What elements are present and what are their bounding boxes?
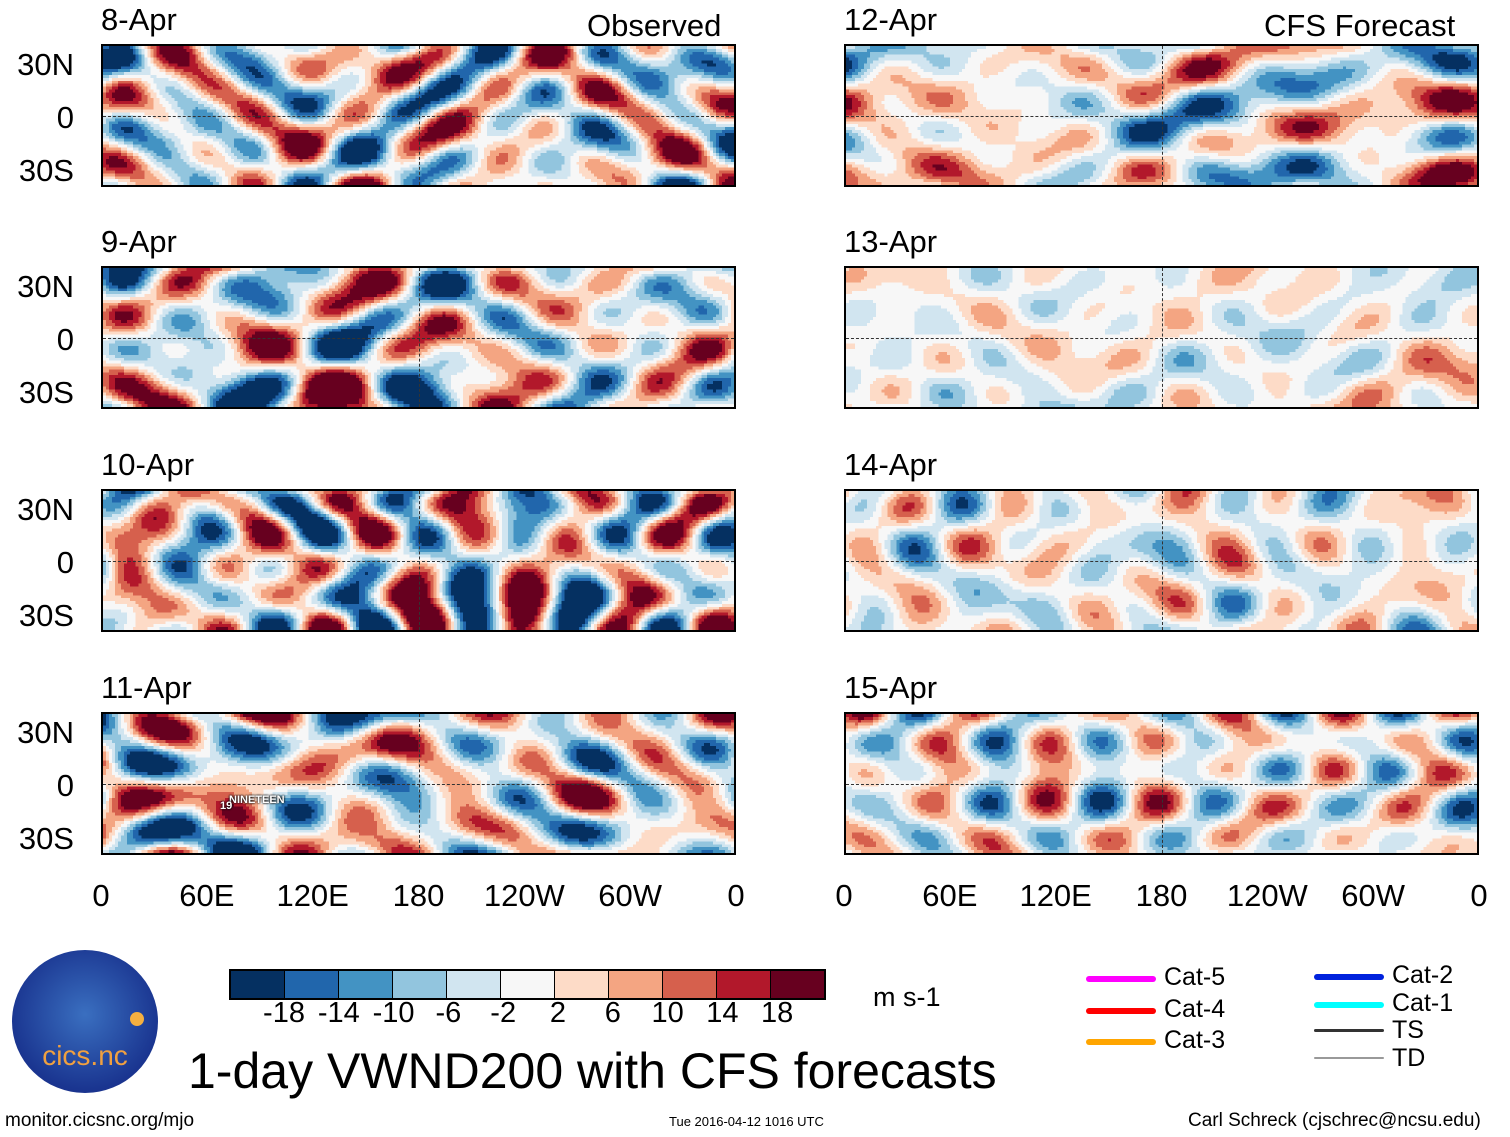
footer-timestamp: Tue 2016-04-12 1016 UTC: [669, 1114, 824, 1129]
footer-url[interactable]: monitor.cicsnc.org/mjo: [5, 1110, 195, 1131]
legend-line: [1086, 976, 1156, 982]
colorbar: [229, 969, 826, 1000]
dateline: [418, 491, 420, 630]
colorbar-swatch: [393, 971, 447, 998]
dateline: [418, 46, 420, 185]
dateline: [418, 714, 420, 853]
y-tick-label: 30N: [17, 269, 74, 304]
y-tick-label: 0: [56, 100, 74, 135]
colorbar-tick: 6: [604, 997, 621, 1029]
legend-line: [1314, 1029, 1384, 1032]
y-tick-label: 30S: [18, 375, 74, 410]
colorbar-tick: -10: [372, 997, 415, 1029]
legend-label: Cat-5: [1164, 963, 1226, 991]
legend-line: [1314, 1056, 1384, 1059]
panel-date: 8-Apr: [101, 2, 177, 37]
legend-line: [1314, 1001, 1384, 1008]
colorbar-swatch: [501, 971, 555, 998]
x-tick-label: 0: [727, 878, 745, 913]
logo-text: cics.nc: [42, 1040, 128, 1071]
x-tick-label: 60W: [1341, 878, 1406, 913]
colorbar-tick: -18: [263, 997, 305, 1029]
legend-label: TS: [1392, 1016, 1424, 1044]
panel-date: 10-Apr: [101, 447, 195, 482]
colorbar-tick: 2: [549, 997, 567, 1029]
colorbar-tick: -2: [490, 997, 517, 1029]
dateline: [418, 268, 420, 407]
x-tick-label: 0: [1470, 878, 1488, 913]
map-panel: [844, 489, 1479, 632]
x-tick-label: 180: [392, 878, 445, 913]
x-tick-label: 0: [92, 878, 110, 913]
panel-date: 15-Apr: [844, 670, 938, 705]
y-tick-label: 30N: [17, 47, 74, 82]
map-panel: [844, 44, 1479, 187]
cics-logo: cics.nc: [12, 950, 158, 1093]
dateline: [1161, 268, 1163, 407]
figure-title: 1-day VWND200 with CFS forecasts: [188, 1043, 997, 1099]
map-panel: [101, 712, 736, 855]
sun-icon: [130, 1012, 144, 1026]
x-tick-label: 60E: [179, 878, 235, 913]
y-tick-label: 30S: [18, 598, 74, 633]
x-tick-label: 60W: [598, 878, 663, 913]
dateline: [1161, 714, 1163, 853]
legend-label: Cat-3: [1164, 1026, 1226, 1054]
colorbar-swatch: [285, 971, 339, 998]
dateline: [1161, 491, 1163, 630]
storm-number: 19: [220, 800, 233, 812]
legend-line: [1086, 1039, 1156, 1045]
x-tick-label: 0: [835, 878, 853, 913]
panel-date: 13-Apr: [844, 224, 938, 259]
map-panel: [844, 266, 1479, 409]
colorbar-tick: 10: [651, 997, 684, 1029]
panel-date: 11-Apr: [101, 670, 192, 705]
x-tick-label: 120W: [483, 878, 565, 913]
dateline: [1161, 46, 1163, 185]
y-tick-label: 0: [56, 545, 74, 580]
colorbar-tick: -14: [317, 997, 360, 1029]
legend-label: Cat-4: [1164, 994, 1226, 1023]
colorbar-swatch: [717, 971, 771, 998]
legend-label: TD: [1392, 1043, 1426, 1072]
colorbar-swatch: [771, 971, 824, 998]
footer-author: Carl Schreck (cjschrec@ncsu.edu): [1188, 1110, 1481, 1131]
colorbar-swatch: [231, 971, 285, 998]
map-panel: [101, 266, 736, 409]
x-tick-label: 60E: [922, 878, 978, 913]
y-tick-label: 30S: [18, 821, 74, 856]
panel-date: 12-Apr: [844, 2, 938, 37]
y-tick-label: 30S: [18, 153, 74, 188]
x-tick-label: 120E: [276, 878, 349, 913]
legend-line: [1314, 974, 1384, 980]
colorbar-swatch: [339, 971, 393, 998]
storm-name: NINETEEN: [229, 794, 285, 806]
legend-label: Cat-1: [1392, 988, 1454, 1017]
colorbar-swatch: [447, 971, 501, 998]
x-tick-label: 180: [1135, 878, 1188, 913]
colorbar-tick: 14: [706, 997, 739, 1029]
units-label: m s-1: [873, 982, 941, 1012]
map-panel: [101, 44, 736, 187]
y-tick-label: 30N: [17, 492, 74, 527]
colorbar-swatch: [555, 971, 609, 998]
colorbar-swatch: [663, 971, 717, 998]
map-panel: [844, 712, 1479, 855]
observed-header: Observed: [587, 8, 722, 43]
y-tick-label: 0: [56, 322, 74, 357]
legend-label: Cat-2: [1392, 961, 1454, 989]
colorbar-tick: 18: [761, 997, 794, 1029]
panel-date: 14-Apr: [844, 447, 938, 482]
colorbar-tick: -6: [435, 997, 462, 1029]
forecast-header: CFS Forecast: [1264, 8, 1456, 43]
colorbar-swatch: [609, 971, 663, 998]
legend-line: [1086, 1007, 1156, 1014]
y-tick-label: 30N: [17, 715, 74, 750]
x-tick-label: 120E: [1019, 878, 1092, 913]
x-tick-label: 120W: [1226, 878, 1308, 913]
map-panel: [101, 489, 736, 632]
y-tick-label: 0: [56, 768, 74, 803]
storm-label: NINETEEN 19: [220, 794, 285, 812]
panel-date: 9-Apr: [101, 224, 177, 259]
